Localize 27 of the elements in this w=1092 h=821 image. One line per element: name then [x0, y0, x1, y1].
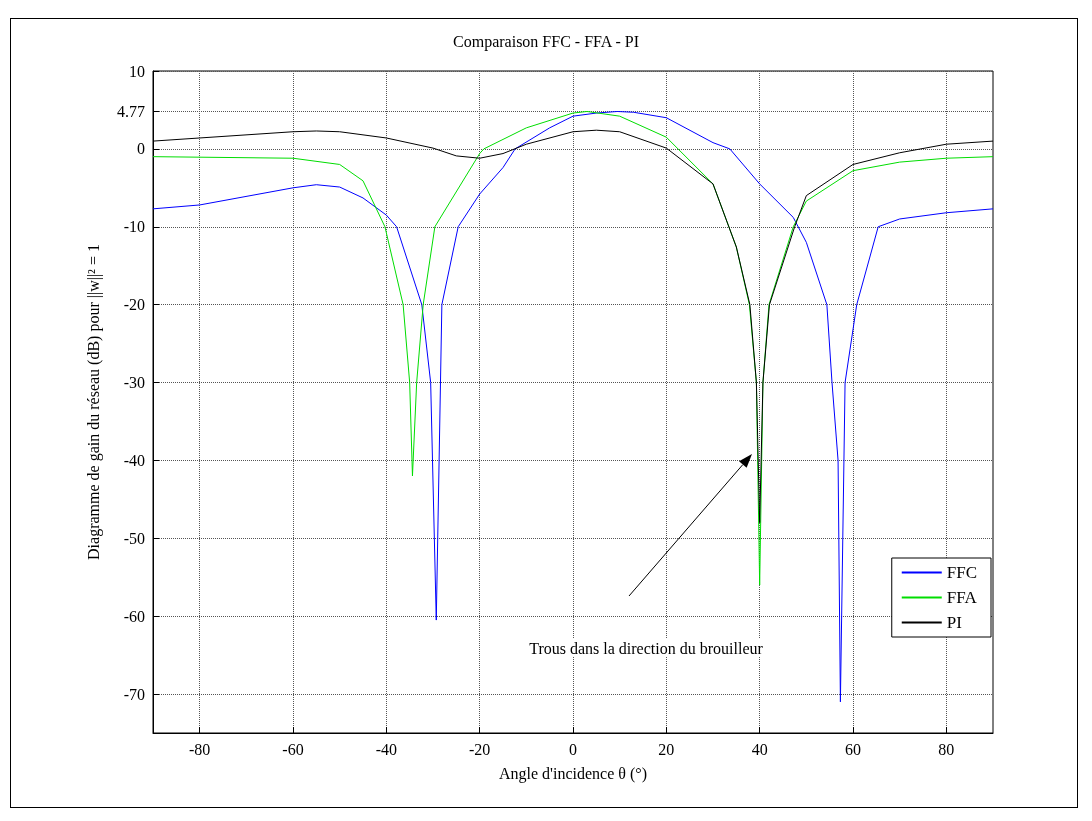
- x-tick-label: 0: [569, 740, 577, 758]
- annotation: Trous dans la direction du brouilleur: [529, 639, 764, 657]
- x-tick-label: -60: [282, 740, 304, 758]
- y-tick-label: 0: [137, 140, 145, 158]
- y-tick-label: -30: [123, 374, 145, 392]
- y-tick-label: -50: [123, 529, 145, 547]
- y-tick-label: -70: [123, 685, 145, 703]
- y-tick-label: -60: [123, 607, 145, 625]
- x-axis-title: Angle d'incidence θ (°): [499, 764, 647, 783]
- y-tick-label: 4.77: [117, 103, 145, 121]
- legend-label: FFC: [946, 563, 977, 582]
- y-axis-title: Diagramme de gain du réseau (dB) pour ||w||² = 1: [84, 244, 103, 560]
- x-tick-label: 40: [751, 740, 768, 758]
- x-tick-label: -80: [189, 740, 211, 758]
- line-series: [152, 111, 994, 703]
- y-tick-label: -10: [123, 218, 145, 236]
- y-tick-label: -20: [123, 296, 145, 314]
- y-tick-label: -40: [123, 451, 145, 469]
- x-tick-label: -20: [469, 740, 491, 758]
- x-tick-label: 80: [938, 740, 955, 758]
- y-tick-label: 10: [129, 62, 145, 80]
- x-tick-label: 20: [658, 740, 675, 758]
- legend-label: FFA: [946, 588, 978, 607]
- chart-title: Comparaison FFC - FFA - PI: [453, 32, 639, 51]
- legend-label: PI: [946, 613, 963, 632]
- x-tick-label: 60: [845, 740, 861, 758]
- x-tick-label: -40: [375, 740, 397, 758]
